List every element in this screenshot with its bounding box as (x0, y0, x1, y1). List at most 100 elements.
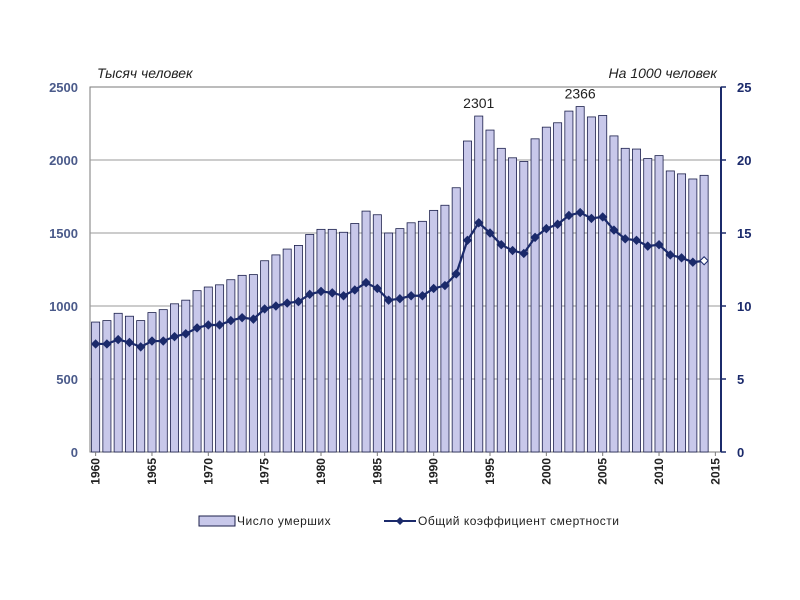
bar-1966 (158, 309, 168, 453)
peak-annotation: 2366 (565, 86, 596, 102)
line-group (90, 207, 709, 352)
x-tick-label: 2010 (652, 458, 666, 485)
bar-1995 (485, 129, 495, 453)
rate-point-1991 (440, 280, 450, 291)
rate-point-2013 (688, 257, 698, 267)
rate-point-1964 (135, 342, 146, 352)
rate-point-1983 (350, 285, 360, 295)
bar-1989 (417, 220, 427, 453)
right-tick-label: 0 (737, 445, 744, 460)
right-tick-label: 15 (737, 226, 751, 241)
rate-point-2007 (620, 234, 630, 244)
bar-1970 (203, 286, 213, 453)
bar-1994 (474, 115, 484, 453)
legend-line-label: Общий коэффициент смертности (418, 514, 620, 528)
rate-point-1967 (169, 331, 180, 342)
right-axis-unit-label: На 1000 человек (609, 65, 719, 81)
rate-point-2008 (631, 235, 642, 246)
left-tick-label: 1000 (49, 299, 78, 314)
axes-group: 0 500 1000 1500 2000 2500 0 5 10 15 20 25 1960 1965 19… (49, 80, 751, 485)
bar-2012 (677, 173, 687, 453)
rate-point-2011 (665, 250, 676, 260)
annotations-group: 2301 2366 (463, 86, 596, 111)
bar-1998 (519, 161, 529, 453)
bar-1976 (271, 254, 281, 453)
x-tick-label: 1995 (483, 458, 497, 485)
rate-point-1985 (372, 283, 383, 294)
rate-point-1986 (383, 295, 394, 305)
bar-1984 (361, 210, 371, 453)
legend: Число умерших Общий коэффициент смертнос… (198, 514, 620, 528)
bar-1993 (463, 140, 472, 453)
bar-2005 (598, 115, 608, 453)
rate-point-1997 (507, 245, 518, 256)
rate-point-1974 (248, 314, 259, 324)
bar-2004 (586, 116, 596, 453)
left-tick-label: 2500 (49, 80, 78, 95)
rate-point-1965 (147, 336, 157, 346)
bar-2007 (620, 147, 630, 453)
bar-1991 (440, 204, 450, 453)
left-tick-label: 1500 (49, 226, 78, 241)
x-tick-label: 1975 (258, 458, 272, 485)
rate-point-1999 (530, 232, 540, 243)
left-tick-label: 2000 (49, 153, 78, 168)
bar-1977 (282, 248, 292, 453)
rate-point-2005 (597, 212, 608, 222)
bar-2008 (632, 148, 641, 453)
rate-point-1969 (192, 323, 202, 333)
rate-point-1992 (451, 269, 461, 279)
bar-1986 (384, 232, 394, 453)
right-tick-label: 20 (737, 153, 751, 168)
bar-1997 (508, 157, 518, 453)
bar-1962 (113, 312, 123, 453)
rate-point-1995 (485, 228, 495, 238)
left-axis-unit-label: Тысяч человек (97, 65, 194, 81)
bar-1967 (170, 303, 179, 453)
legend-line-marker (396, 517, 404, 525)
bar-1964 (136, 320, 146, 453)
legend-bar-label: Число умерших (237, 514, 331, 528)
bar-2011 (665, 170, 675, 453)
left-tick-label: 500 (56, 372, 78, 387)
bar-2006 (609, 135, 619, 453)
x-tick-label: 1965 (145, 458, 159, 485)
rate-point-2014 (699, 256, 709, 266)
rate-point-1994 (474, 218, 484, 228)
rate-point-1980 (316, 286, 326, 297)
bar-1975 (260, 260, 270, 453)
rate-point-1998 (519, 248, 529, 259)
rate-point-2010 (654, 239, 664, 250)
rate-point-1973 (237, 312, 247, 323)
rate-point-2003 (575, 207, 585, 218)
rate-point-1996 (496, 239, 506, 250)
bar-1999 (530, 138, 540, 453)
rate-point-1975 (259, 304, 270, 314)
rate-point-2006 (609, 225, 619, 235)
rate-point-1961 (102, 339, 112, 349)
bar-1988 (406, 222, 416, 453)
bar-2000 (541, 126, 551, 453)
rate-point-1988 (406, 291, 416, 301)
bar-1971 (215, 284, 225, 453)
rate-point-1972 (226, 315, 236, 326)
rate-point-1960 (90, 339, 101, 349)
x-tick-label: 2005 (596, 458, 610, 485)
bar-1973 (237, 274, 247, 453)
bar-1968 (181, 299, 191, 453)
bar-1965 (147, 312, 157, 453)
right-tick-label: 25 (737, 80, 751, 95)
legend-bar-swatch (198, 515, 236, 527)
x-tick-label: 2000 (539, 458, 553, 485)
rate-point-1966 (158, 336, 168, 346)
bar-1985 (372, 214, 382, 453)
bar-2001 (553, 122, 563, 453)
bar-1983 (350, 223, 360, 453)
bar-1974 (248, 274, 258, 453)
bar-1969 (192, 290, 202, 453)
rate-point-2000 (541, 223, 552, 234)
x-tick-label: 1980 (314, 458, 328, 485)
rate-point-2002 (564, 210, 574, 221)
bar-1990 (429, 209, 439, 453)
